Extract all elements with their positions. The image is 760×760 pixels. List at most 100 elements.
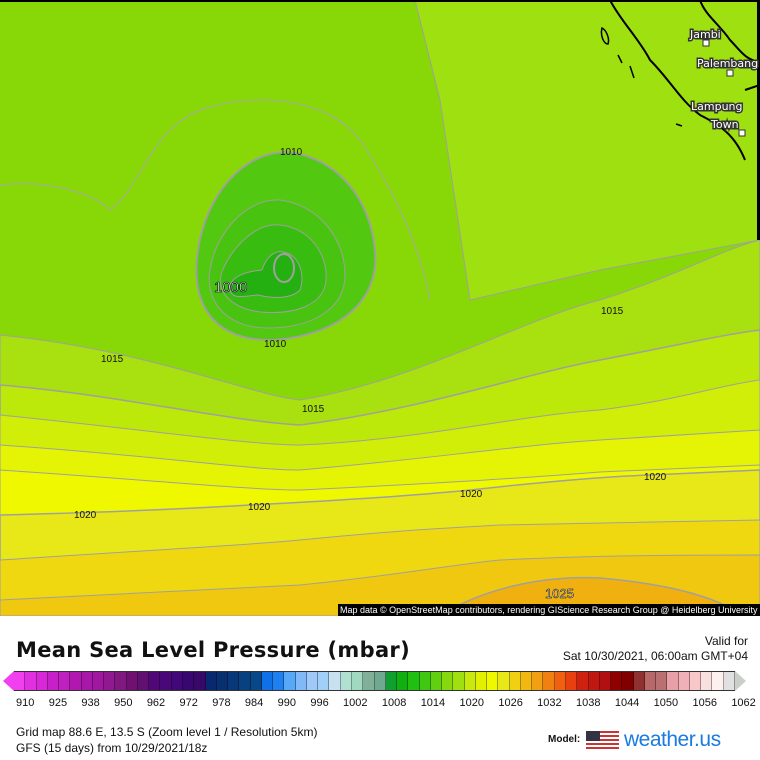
- colorbar-cell: [228, 672, 240, 690]
- colorbar-cell: [216, 672, 229, 690]
- colorbar-cell: [295, 672, 307, 690]
- colorbar-cell: [487, 672, 499, 690]
- colorbar-tick-label: 1038: [576, 697, 601, 709]
- colorbar-cell: [126, 672, 138, 690]
- colorbar-cell: [397, 672, 409, 690]
- colorbar-cell: [25, 672, 37, 690]
- colorbar-tick-label: 1026: [498, 697, 523, 709]
- colorbar-tick-label: 1014: [420, 697, 446, 709]
- colorbar-cell: [599, 672, 612, 690]
- colorbar-cell: [656, 672, 668, 690]
- colorbar-cell: [566, 672, 578, 690]
- colorbar-cell: [284, 672, 296, 690]
- colorbar-cell: [205, 672, 217, 690]
- city-marker[interactable]: [702, 39, 710, 47]
- colorbar-ticks: 910 925 938 950 962 972 978 984 990 996 1002 1008 10…: [16, 697, 756, 709]
- colorbar-cell: [92, 672, 105, 690]
- contour-label-low: 1000: [214, 279, 247, 296]
- band-light-right: [414, 0, 760, 301]
- colorbar: [14, 671, 735, 691]
- city-label-palembang: Palembang: [697, 57, 758, 70]
- city-label-lampung: Lampung: [691, 100, 743, 113]
- colorbar-cell: [520, 672, 533, 690]
- contour-label: 1010: [280, 147, 303, 158]
- colorbar-cell: [509, 672, 521, 690]
- colorbar-tick-label: 984: [244, 697, 264, 709]
- colorbar-tick-label: 1056: [692, 697, 717, 709]
- colorbar-cell: [678, 672, 690, 690]
- city-marker[interactable]: [726, 69, 734, 77]
- colorbar-tick-label: 996: [310, 697, 329, 709]
- city-label-town: Town: [710, 118, 739, 131]
- contour-label: 1025: [545, 586, 574, 601]
- brand-logo[interactable]: weather.us: [624, 728, 721, 751]
- colorbar-cell: [59, 672, 71, 690]
- colorbar-right-arrow: [735, 671, 746, 691]
- colorbar-cell: [712, 672, 724, 690]
- colorbar-cell: [340, 672, 352, 690]
- colorbar-cell: [554, 672, 567, 690]
- island: [600, 26, 683, 127]
- contour-label: 1010: [264, 339, 287, 350]
- contour-label: 1020: [74, 510, 97, 521]
- colorbar-cell: [115, 672, 127, 690]
- colorbar-cell: [329, 672, 341, 690]
- colorbar-tick-label: 978: [212, 697, 231, 709]
- colorbar-cell: [588, 672, 600, 690]
- colorbar-cell: [273, 672, 285, 690]
- colorbar-tick-label: 1044: [614, 697, 640, 709]
- run-info: GFS (15 days) from 10/29/2021/18z: [16, 741, 208, 755]
- colorbar-cell: [577, 672, 589, 690]
- model-label: Model:: [548, 734, 581, 745]
- legend-title: Mean Sea Level Pressure (mbar): [16, 638, 410, 662]
- colorbar-cell: [611, 672, 623, 690]
- map-attribution[interactable]: Map data © OpenStreetMap contributors, r…: [338, 604, 760, 616]
- colorbar-tick-label: 962: [146, 697, 166, 709]
- valid-time-value: Sat 10/30/2021, 06:00am GMT+04: [562, 649, 748, 663]
- colorbar-cell: [137, 672, 150, 690]
- us-flag-icon: [586, 731, 619, 751]
- colorbar-cell: [351, 672, 364, 690]
- contour-labels: 1010 1000 1010 1015 1015 1015 1020 1020 …: [74, 147, 667, 601]
- colorbar-cell: [644, 672, 657, 690]
- colorbar-cell: [464, 672, 476, 690]
- colorbar-tick-label: 925: [48, 697, 68, 709]
- contour-label: 1020: [460, 489, 483, 500]
- colorbar-tick-label: 972: [179, 697, 198, 709]
- colorbar-tick-label: 1032: [537, 697, 562, 709]
- valid-label: Valid for: [704, 634, 748, 648]
- colorbar-cell: [532, 672, 544, 690]
- colorbar-cell: [543, 672, 555, 690]
- colorbar-tick-label: 1008: [381, 697, 407, 709]
- valid-time: Valid for Sat 10/30/2021, 06:00am GMT+04: [563, 634, 748, 664]
- low-core: [229, 251, 303, 298]
- colorbar-cell: [374, 672, 386, 690]
- colorbar-cell: [14, 672, 26, 690]
- colorbar-cell: [104, 672, 116, 690]
- colorbar-tick-label: 1020: [459, 697, 484, 709]
- colorbar-cell: [701, 672, 713, 690]
- map-frame-right: [757, 0, 760, 240]
- colorbar-cell: [498, 672, 510, 690]
- low-center-contour: [273, 253, 295, 283]
- colorbar-tick-label: 990: [277, 697, 296, 709]
- city-label-jambi: Jambi: [689, 28, 721, 41]
- colorbar-cell: [81, 672, 93, 690]
- colorbar-cell: [622, 672, 634, 690]
- colorbar-cell: [149, 672, 161, 690]
- city-marker[interactable]: [738, 129, 746, 137]
- colorbar-cell: [306, 672, 319, 690]
- colorbar-cell: [194, 672, 206, 690]
- colorbar-cell: [475, 672, 488, 690]
- colorbar-cell: [385, 672, 398, 690]
- map-info: Grid map 88.6 E, 13.5 S (Zoom level 1 / …: [16, 724, 317, 756]
- colorbar-cell: [363, 672, 375, 690]
- colorbar-tick-label: 910: [16, 697, 35, 709]
- colorbar-tick-label: 1002: [343, 697, 368, 709]
- pressure-map[interactable]: 1010 1000 1010 1015 1015 1015 1020 1020 …: [0, 0, 760, 616]
- contour-label: 1015: [101, 354, 124, 365]
- contour-label: 1020: [644, 472, 667, 483]
- contour-label: 1015: [601, 306, 624, 317]
- colorbar-cell: [239, 672, 251, 690]
- colorbar-tick-label: 1050: [653, 697, 679, 709]
